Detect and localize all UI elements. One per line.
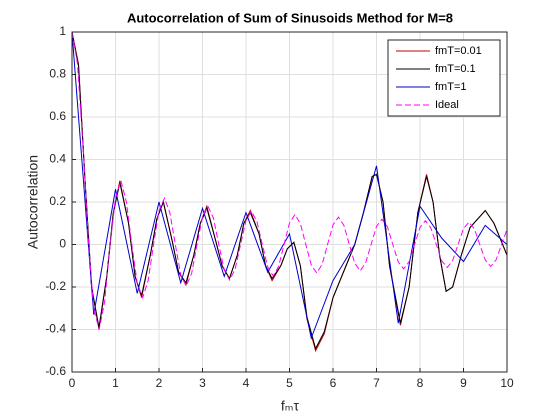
series-line (71, 31, 508, 330)
x-tick-label: 6 (330, 376, 337, 390)
y-tick-label: -0.6 (45, 364, 66, 378)
x-tick-label: 1 (112, 376, 119, 390)
y-tick-label: 0.8 (49, 67, 66, 81)
chart-title: Autocorrelation of Sum of Sinusoids Meth… (127, 10, 453, 25)
x-tick-label: 9 (460, 376, 467, 390)
x-tick-label: 4 (243, 376, 250, 390)
y-tick-label: 1 (59, 24, 66, 38)
x-tick-label: 2 (156, 376, 163, 390)
x-tick-label: 3 (199, 376, 206, 390)
x-axis-label: fₘτ (281, 398, 300, 414)
axes-box (71, 31, 508, 373)
y-tick-label: 0 (59, 237, 66, 251)
y-tick-label: -0.4 (45, 322, 66, 336)
x-tick-label: 8 (417, 376, 424, 390)
legend-label: fmT=0.1 (435, 63, 476, 75)
x-tick-label: 7 (373, 376, 380, 390)
legend-label: fmT=1 (435, 81, 466, 93)
series-line (71, 31, 508, 340)
legend-box (387, 39, 501, 117)
x-tick-label: 5 (286, 376, 293, 390)
y-axis-label: Autocorrelation (25, 155, 41, 249)
x-tick-label: 10 (500, 376, 514, 390)
y-tick-label: 0.6 (49, 109, 66, 123)
legend-label: fmT=0.01 (435, 45, 482, 57)
y-tick-label: -0.2 (45, 279, 66, 293)
y-tick-label: 0.4 (49, 152, 66, 166)
legend-label: Ideal (435, 99, 459, 111)
x-tick-label: 0 (69, 376, 76, 390)
y-tick-label: 0.2 (49, 194, 66, 208)
